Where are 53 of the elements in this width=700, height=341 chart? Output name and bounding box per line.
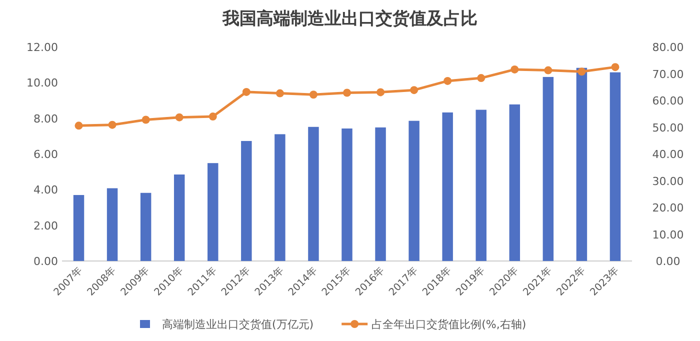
bar <box>174 174 185 261</box>
bar <box>342 128 352 261</box>
y-tick-label: 2.00 <box>34 219 58 232</box>
point <box>578 68 586 76</box>
point <box>544 66 552 74</box>
point <box>309 90 318 99</box>
bar <box>274 134 286 261</box>
point <box>376 88 385 96</box>
bar <box>542 76 554 261</box>
y2-tick-label: 80.00 <box>652 41 684 54</box>
y2-tick-label: 0.00 <box>656 255 680 268</box>
point <box>611 63 620 72</box>
legend-label: 高端制造业出口交货值(万亿元) <box>162 318 314 331</box>
bar <box>408 120 420 261</box>
y2-tick-label: 60.00 <box>652 94 684 108</box>
y2-tick-label: 20.00 <box>652 202 684 214</box>
point <box>175 113 184 122</box>
point <box>343 88 351 97</box>
y-tick-label: 4.00 <box>34 184 58 197</box>
bar <box>442 112 453 261</box>
y-tick-label: 8.00 <box>34 112 58 126</box>
y2-tick-label: 30.00 <box>652 174 684 188</box>
y2-tick-label: 40.00 <box>652 148 684 161</box>
point <box>410 86 418 94</box>
chart-title: 我国高端制造业出口交货值及占比 <box>222 9 478 29</box>
bar <box>73 195 84 261</box>
bar <box>208 163 218 261</box>
point <box>108 120 116 129</box>
bar <box>308 126 319 261</box>
point <box>74 122 83 130</box>
point <box>142 116 150 124</box>
point <box>444 76 452 85</box>
y-tick-label: 12.00 <box>26 41 58 54</box>
bar <box>375 127 386 261</box>
point <box>208 112 217 121</box>
y-tick-label: 0.00 <box>34 255 58 268</box>
bar <box>241 140 252 261</box>
y-tick-label: 6.00 <box>34 148 58 161</box>
bar <box>140 192 152 261</box>
point <box>510 65 519 74</box>
bar <box>106 188 118 261</box>
point <box>477 74 486 82</box>
y2-tick-label: 50.00 <box>652 121 684 134</box>
y2-tick-label: 70.00 <box>652 68 684 81</box>
point <box>242 88 250 96</box>
bar <box>610 72 621 261</box>
legend-label: 占全年出口交货值比例(%,右轴) <box>372 318 526 331</box>
bar <box>509 104 520 261</box>
bar <box>476 110 486 261</box>
y-tick-label: 10.00 <box>26 76 58 90</box>
y2-tick-label: 10.00 <box>652 228 684 242</box>
bar <box>576 68 588 261</box>
point <box>276 89 284 98</box>
